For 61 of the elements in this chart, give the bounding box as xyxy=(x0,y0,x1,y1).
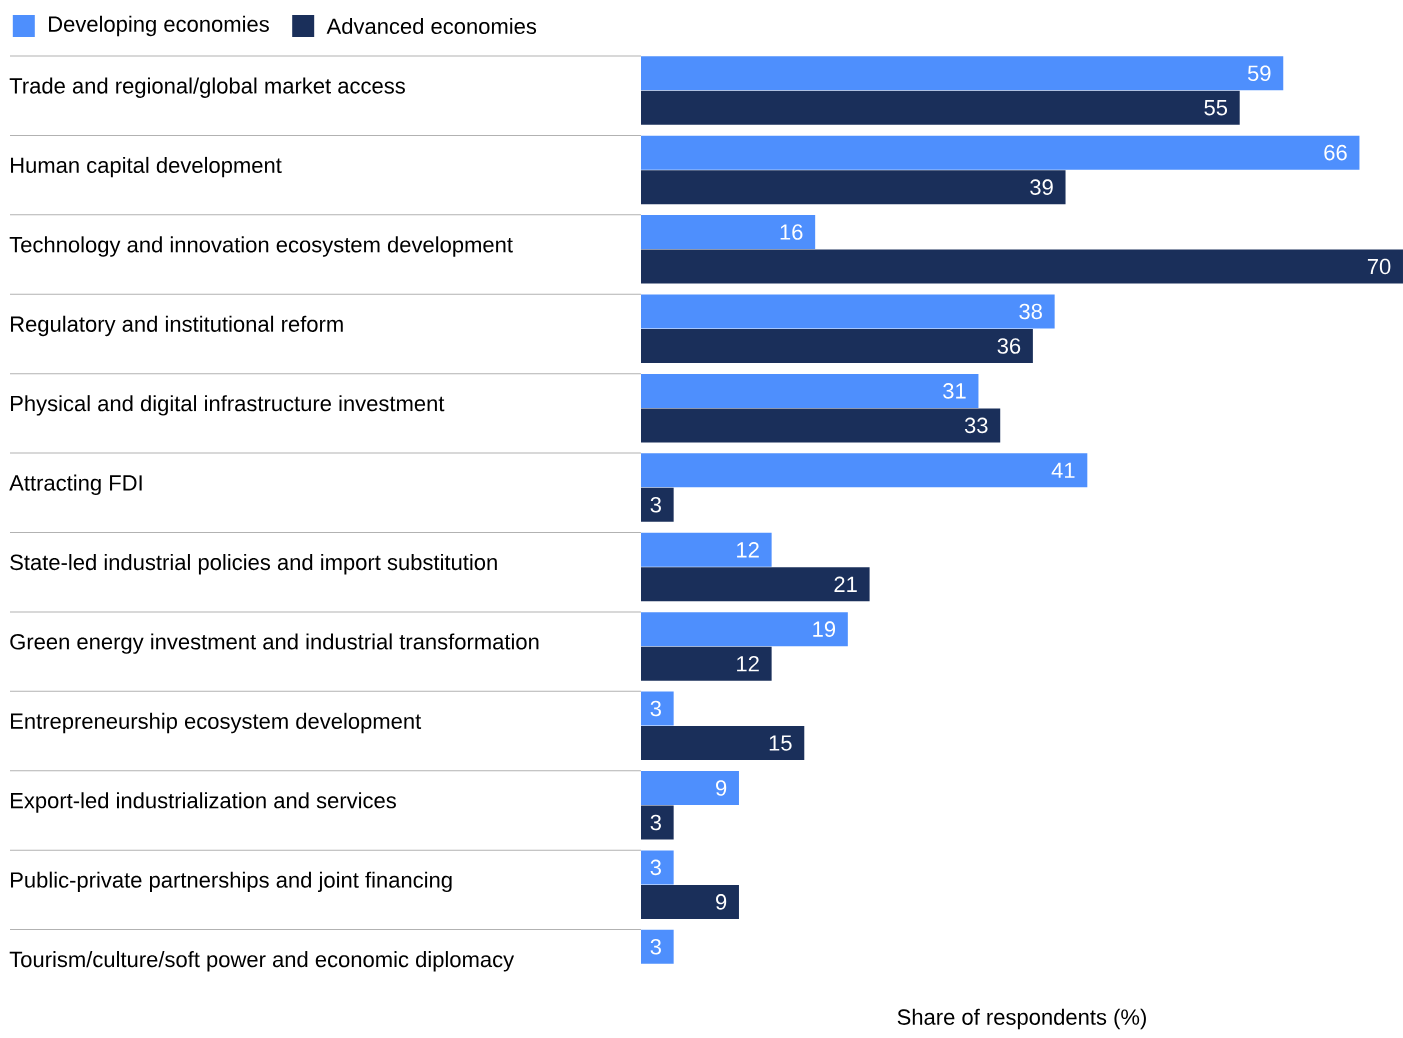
bar xyxy=(641,90,1240,125)
bar xyxy=(641,373,979,408)
data-label: 12 xyxy=(737,542,759,558)
bar xyxy=(641,567,870,602)
bar xyxy=(641,487,674,522)
bar xyxy=(641,612,848,647)
y-tick-label: Trade and regional/global market access xyxy=(9,77,405,98)
bar xyxy=(641,929,674,964)
legend-label: Developing economies xyxy=(49,15,269,37)
bar xyxy=(641,884,739,919)
data-label: 3 xyxy=(650,497,661,513)
y-tick-label: Green energy investment and industrial transformation xyxy=(10,633,539,654)
data-label: 12 xyxy=(737,655,759,672)
data-label: 41 xyxy=(1051,462,1075,478)
data-label: 55 xyxy=(1204,100,1228,116)
data-label: 19 xyxy=(813,621,836,637)
bar xyxy=(641,646,772,681)
y-tick-label: Public-private partnerships and joint financing xyxy=(11,871,452,893)
y-tick-label: Tourism/culture/soft power and economic diplomacy xyxy=(9,951,515,972)
bar xyxy=(641,56,1284,91)
bar xyxy=(641,408,1001,443)
x-axis-title: Share of respondents (%) xyxy=(897,1008,1146,1030)
bar xyxy=(641,850,674,885)
data-label: 9 xyxy=(716,780,727,796)
y-tick-label: Regulatory and institutional reform xyxy=(11,315,343,337)
bar xyxy=(641,691,674,726)
bar xyxy=(641,135,1360,170)
data-label: 31 xyxy=(943,383,966,399)
data-label: 59 xyxy=(1247,65,1271,82)
bar xyxy=(641,726,805,761)
data-label: 36 xyxy=(997,338,1021,354)
data-label: 3 xyxy=(650,814,661,831)
data-label: 33 xyxy=(964,417,988,434)
y-tick-label: State-led industrial policies and import substitution xyxy=(10,553,497,575)
data-label: 3 xyxy=(650,859,661,876)
bar xyxy=(641,805,674,840)
bar xyxy=(641,170,1066,205)
data-label: 3 xyxy=(650,700,661,717)
bar xyxy=(641,215,816,250)
bar xyxy=(641,532,772,567)
data-label: 38 xyxy=(1019,303,1042,320)
data-label: 66 xyxy=(1324,144,1347,161)
bar xyxy=(641,249,1403,284)
bar xyxy=(641,328,1033,363)
data-label: 16 xyxy=(780,224,803,240)
y-tick-label: Export-led industrialization and services xyxy=(11,792,396,813)
y-tick-label: Technology and innovation ecosystem development xyxy=(9,236,513,257)
data-label: 70 xyxy=(1367,258,1391,275)
data-label: 15 xyxy=(769,735,792,751)
bar xyxy=(641,294,1055,329)
bar xyxy=(641,453,1088,488)
y-tick-label: Attracting FDI xyxy=(9,474,142,496)
data-label: 39 xyxy=(1030,179,1053,195)
y-tick-label: Physical and digital infrastructure investment xyxy=(11,395,445,416)
bar xyxy=(641,770,739,805)
data-label: 9 xyxy=(716,894,727,910)
data-label: 21 xyxy=(834,576,857,592)
y-tick-label: Entrepreneurship ecosystem development xyxy=(11,712,422,734)
data-label: 3 xyxy=(650,939,661,955)
legend-label: Advanced economies xyxy=(326,17,537,35)
y-tick-label: Human capital development xyxy=(11,156,282,178)
